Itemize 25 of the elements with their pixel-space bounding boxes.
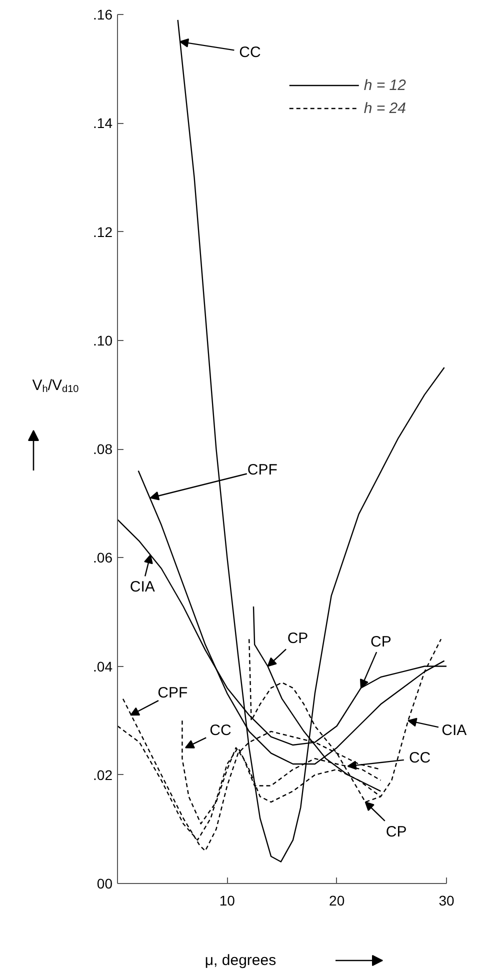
annotation: CPF <box>247 461 278 478</box>
annotation: CC <box>210 722 232 740</box>
annotation: CIA <box>442 722 467 740</box>
y-tick-label: .10 <box>93 332 113 348</box>
annotation: CIA <box>130 578 155 596</box>
y-tick-label: .08 <box>93 441 113 457</box>
y-tick-label: .06 <box>93 550 113 566</box>
annotation: CP <box>386 824 407 841</box>
y-tick-label: .04 <box>93 658 113 674</box>
annotation: CP <box>287 630 308 647</box>
y-tick-label: 00 <box>96 876 113 892</box>
annotation: CC <box>408 750 431 767</box>
x-tick-label: 30 <box>438 892 454 908</box>
x-tick-label: 10 <box>219 892 236 908</box>
y-tick-label: .14 <box>93 115 113 132</box>
annotation: CPF <box>158 684 188 702</box>
y-tick-label: .16 <box>93 6 113 22</box>
annotation: CP <box>370 633 392 650</box>
y-tick-label: .12 <box>93 224 113 240</box>
annotation: CC <box>239 44 262 62</box>
x-axis-title: μ, degrees <box>204 952 276 969</box>
legend-label: h = 12 <box>364 76 406 94</box>
x-tick-label: 20 <box>329 892 345 908</box>
y-tick-label: .02 <box>93 766 113 783</box>
legend-label: h = 24 <box>364 100 406 116</box>
